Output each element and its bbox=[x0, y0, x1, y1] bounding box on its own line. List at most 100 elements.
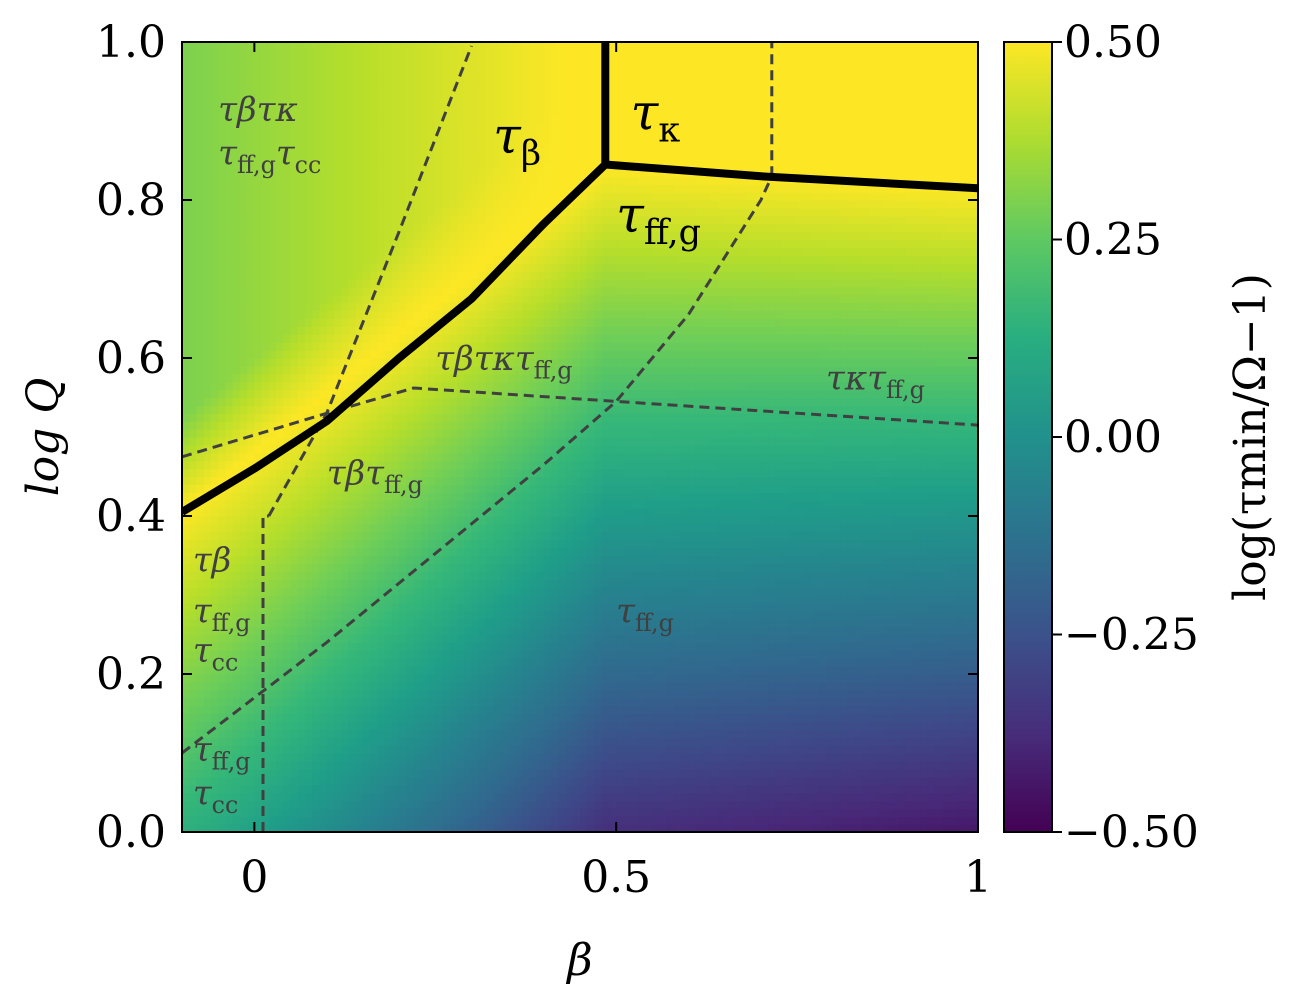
heatmap-cell bbox=[348, 729, 357, 738]
heatmap-cell bbox=[182, 768, 190, 778]
heatmap-cell bbox=[203, 610, 212, 620]
heatmap-cell bbox=[348, 539, 357, 549]
heatmap-cell bbox=[485, 136, 494, 146]
heatmap-cell bbox=[319, 271, 328, 280]
heatmap-cell bbox=[500, 437, 509, 446]
heatmap-cell bbox=[435, 595, 444, 604]
heatmap-cell bbox=[182, 263, 190, 272]
heatmap-cell bbox=[210, 200, 219, 209]
heatmap-cell bbox=[449, 121, 458, 130]
heatmap-cell bbox=[420, 271, 429, 280]
heatmap-cell bbox=[449, 792, 458, 801]
heatmap-cell bbox=[326, 571, 335, 580]
heatmap-cell bbox=[406, 128, 415, 138]
heatmap-cell bbox=[536, 65, 545, 75]
heatmap-cell bbox=[333, 200, 342, 209]
heatmap-cell bbox=[283, 113, 292, 122]
heatmap-cell bbox=[341, 531, 350, 541]
heatmap-cell bbox=[377, 595, 386, 604]
heatmap-cell bbox=[283, 745, 292, 754]
heatmap-cell bbox=[333, 745, 342, 754]
heatmap-cell bbox=[428, 381, 436, 391]
heatmap-cell bbox=[399, 674, 407, 683]
heatmap-cell bbox=[297, 602, 306, 612]
heatmap-cell bbox=[464, 247, 473, 256]
heatmap-cell bbox=[203, 460, 212, 470]
heatmap-cell bbox=[333, 223, 342, 233]
heatmap-cell bbox=[326, 468, 335, 478]
heatmap-cell bbox=[348, 429, 357, 438]
heatmap-cell bbox=[341, 745, 350, 754]
heatmap-cell bbox=[471, 484, 480, 493]
heatmap-cell bbox=[493, 302, 501, 312]
heatmap-cell bbox=[536, 413, 545, 422]
heatmap-cell bbox=[399, 89, 407, 98]
heatmap-cell bbox=[391, 444, 400, 454]
heatmap-cell bbox=[355, 57, 364, 67]
heatmap-cell bbox=[232, 334, 241, 343]
heatmap-cell bbox=[326, 271, 335, 280]
heatmap-cell bbox=[507, 42, 516, 51]
heatmap-cell bbox=[210, 547, 219, 557]
heatmap-cell bbox=[276, 397, 284, 406]
heatmap-cell bbox=[384, 397, 393, 406]
heatmap-cell bbox=[522, 745, 530, 754]
heatmap-cell bbox=[218, 263, 227, 272]
heatmap-cell bbox=[326, 350, 335, 359]
heatmap-cell bbox=[196, 824, 205, 832]
heatmap-cell bbox=[239, 286, 248, 296]
heatmap-cell bbox=[355, 705, 364, 715]
heatmap-cell bbox=[406, 737, 415, 746]
heatmap-cell bbox=[485, 626, 494, 636]
heatmap-cell bbox=[391, 650, 400, 659]
heatmap-cell bbox=[348, 160, 357, 169]
heatmap-cell bbox=[189, 318, 198, 327]
heatmap-cell bbox=[456, 57, 465, 67]
heatmap-cell bbox=[341, 563, 350, 572]
heatmap-cell bbox=[218, 310, 227, 320]
heatmap-cell bbox=[399, 760, 407, 770]
heatmap-cell bbox=[449, 294, 458, 304]
heatmap-cell bbox=[210, 705, 219, 715]
heatmap-cell bbox=[225, 500, 234, 509]
heatmap-cell bbox=[247, 642, 255, 651]
heatmap-cell bbox=[355, 318, 364, 327]
heatmap-cell bbox=[377, 429, 386, 438]
heatmap-cell bbox=[348, 444, 357, 454]
heatmap-cell bbox=[225, 373, 234, 383]
heatmap-cell bbox=[456, 666, 465, 675]
heatmap-cell bbox=[428, 697, 436, 707]
heatmap-cell bbox=[326, 523, 335, 533]
heatmap-cell bbox=[391, 516, 400, 525]
heatmap-cell bbox=[478, 271, 487, 280]
heatmap-cell bbox=[478, 318, 487, 327]
heatmap-cell bbox=[377, 342, 386, 351]
heatmap-cell bbox=[225, 144, 234, 154]
heatmap-cell bbox=[399, 81, 407, 90]
heatmap-cell bbox=[210, 768, 219, 778]
heatmap-cell bbox=[268, 713, 277, 722]
heatmap-cell bbox=[522, 713, 530, 722]
heatmap-cell bbox=[312, 397, 321, 406]
heatmap-cell bbox=[442, 286, 451, 296]
heatmap-cell bbox=[362, 152, 371, 162]
heatmap-cell bbox=[377, 634, 386, 643]
heatmap-cell bbox=[232, 713, 241, 722]
heatmap-cell bbox=[210, 737, 219, 746]
heatmap-cell bbox=[326, 800, 335, 809]
heatmap-cell bbox=[297, 413, 306, 422]
heatmap-cell bbox=[276, 484, 284, 493]
heatmap-cell bbox=[522, 97, 530, 106]
heatmap-cell bbox=[355, 824, 364, 832]
heatmap-cell bbox=[391, 231, 400, 241]
heatmap-cell bbox=[210, 745, 219, 754]
heatmap-cell bbox=[189, 263, 198, 272]
heatmap-cell bbox=[283, 824, 292, 832]
heatmap-cell bbox=[276, 128, 284, 138]
heatmap-cell bbox=[442, 128, 451, 138]
heatmap-cell bbox=[529, 437, 538, 446]
heatmap-cell bbox=[428, 681, 436, 691]
heatmap-cell bbox=[493, 413, 501, 422]
heatmap-cell bbox=[225, 484, 234, 493]
heatmap-cell bbox=[493, 674, 501, 683]
